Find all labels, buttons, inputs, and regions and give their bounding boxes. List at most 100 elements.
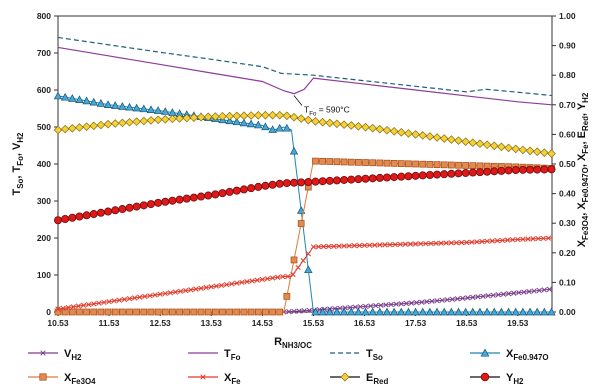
series-Y_H2	[54, 165, 556, 225]
point-E_Red	[296, 114, 306, 123]
point-V_H2-b	[419, 299, 425, 305]
point-X_Fe0.947O	[268, 125, 277, 133]
point-V_H2	[526, 288, 532, 295]
point-X_Fe-b	[80, 302, 87, 308]
point-V_H2-b	[413, 300, 420, 306]
point-X_Fe-b	[239, 279, 245, 286]
point-X_Fe	[305, 251, 311, 257]
x-tick-label: 14.53	[252, 318, 274, 328]
point-X_Fe-b	[269, 275, 276, 281]
point-Y_H2	[247, 184, 256, 193]
point-X_Fe	[515, 236, 521, 243]
point-V_H2-b	[536, 287, 542, 294]
point-X_Fe0.947O	[68, 94, 77, 102]
y-right-label-part: X	[576, 239, 588, 247]
y-left-tick-label: 200	[37, 233, 51, 243]
y-right-tick-label: 0.90	[559, 41, 576, 51]
point-X_Fe3O4	[347, 158, 355, 166]
series-E_Red	[53, 110, 556, 158]
point-X_Fe3O4	[405, 160, 412, 168]
legend-label-X_Fe-sub: Fe	[231, 377, 241, 386]
point-V_H2	[429, 298, 435, 304]
point-X_Fe	[91, 301, 97, 307]
y-left-tick-label: 800	[37, 11, 51, 21]
point-E_Red	[196, 112, 206, 122]
legend-label-T_So-sub: So	[373, 353, 383, 362]
point-E_Red	[239, 111, 249, 120]
point-X_Fe-b	[254, 277, 260, 283]
point-V_H2	[398, 301, 404, 307]
point-X_Fe0.947O	[89, 97, 98, 106]
point-X_Fe	[484, 238, 490, 244]
point-X_Fe-b	[203, 284, 209, 291]
point-X_Fe	[60, 305, 66, 311]
point-X_Fe3O4	[254, 308, 262, 316]
point-X_Fe	[111, 298, 117, 304]
point-X_Fe-b	[188, 287, 194, 293]
point-E_Red	[489, 141, 499, 151]
x-tick-label: 10.53	[47, 318, 69, 328]
point-V_H2	[500, 291, 507, 297]
point-X_Fe0.947O	[275, 123, 284, 132]
point-X_Fe-b	[162, 290, 168, 297]
point-X_Fe0.947O	[447, 307, 456, 316]
point-X_Fe3O4	[462, 162, 470, 169]
point-V_H2	[357, 304, 364, 310]
point-E_Red	[153, 115, 163, 125]
point-X_Fe	[387, 242, 393, 248]
y-right-label-part-sub: Red	[581, 116, 590, 131]
point-X_Fe	[152, 292, 158, 298]
legend-label-E_Red: ERed	[366, 372, 388, 386]
legend-item-E_Red: ERed	[330, 372, 388, 386]
point-X_Fe0.947O	[161, 107, 170, 115]
point-X_Fe-b	[469, 239, 475, 245]
point-X_Fe0.947O	[311, 307, 320, 316]
series-line-T_Fo	[57, 46, 553, 106]
point-Y_H2	[418, 171, 427, 180]
point-Y_H2	[104, 207, 113, 216]
point-X_Fe	[121, 296, 128, 303]
point-X_Fe3O4	[61, 308, 69, 316]
point-V_H2-b	[301, 308, 307, 314]
y-right-tick-label: 0.30	[559, 218, 576, 228]
point-V_H2-b	[516, 289, 522, 296]
point-V_H2	[480, 293, 486, 299]
y-left-axis-label-text: TSo, TFo, VH2	[11, 132, 25, 196]
point-X_Fe3O4	[161, 308, 169, 316]
annotation-text-main: T	[304, 105, 309, 115]
point-X_Fe	[479, 238, 485, 245]
point-X_Fe0.947O	[232, 117, 241, 126]
point-X_Fe-b	[474, 239, 480, 245]
point-X_Fe-b	[208, 284, 214, 290]
point-X_Fe	[326, 243, 332, 250]
y-right-tick-label: 0.50	[559, 159, 576, 169]
point-E_Red	[189, 113, 199, 122]
legend-item-V_H2: VH2	[28, 348, 82, 362]
point-X_Fe3O4	[469, 162, 477, 170]
legend-label-X_Fe3O4-main: X	[64, 372, 72, 384]
point-X_Fe3O4	[147, 308, 155, 316]
point-X_Fe	[106, 298, 112, 305]
point-X_Fe0.947O	[103, 100, 113, 108]
point-X_Fe-b	[223, 281, 230, 288]
point-V_H2-b	[531, 288, 537, 294]
point-X_Fe-b	[96, 300, 102, 306]
point-Y_H2	[490, 167, 499, 176]
legend-marker-X_Fe0.947O	[480, 348, 490, 357]
x-axis-label-main: R	[274, 336, 282, 348]
point-X_Fe0.947O	[60, 92, 70, 101]
point-E_Red	[375, 124, 385, 134]
point-Y_H2	[297, 178, 306, 187]
point-E_Red	[411, 130, 420, 139]
point-E_Red	[525, 146, 535, 156]
point-V_H2-b	[465, 295, 471, 301]
point-E_Red	[89, 121, 99, 131]
point-V_H2-b	[490, 292, 496, 298]
point-X_Fe-b	[407, 241, 414, 247]
point-X_Fe3O4	[433, 161, 441, 168]
legend-marker-X_Fe-b	[200, 374, 206, 380]
point-X_Fe-b	[525, 236, 531, 242]
point-E_Red	[547, 149, 556, 158]
point-X_Fe-b	[530, 236, 536, 242]
point-X_Fe0.947O	[289, 146, 299, 155]
